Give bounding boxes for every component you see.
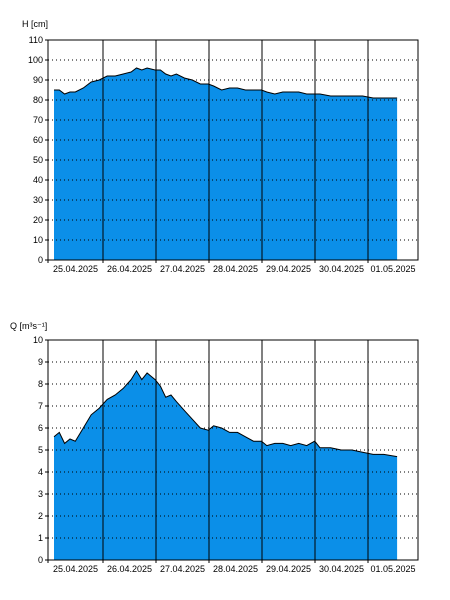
x-tick-label: 26.04.2025	[107, 564, 152, 574]
x-tick-label: 26.04.2025	[107, 264, 152, 274]
series-area	[54, 370, 398, 560]
x-tick-label: 25.04.2025	[53, 264, 98, 274]
y-tick-label: 6	[38, 423, 43, 433]
y-tick-label: 4	[38, 467, 43, 477]
y-tick-label: 50	[33, 155, 43, 165]
y-tick-label: 90	[33, 75, 43, 85]
y-tick-label: 10	[33, 335, 43, 345]
plot-frame	[47, 339, 419, 561]
y-tick-label: 0	[38, 555, 43, 565]
x-tick-label: 29.04.2025	[266, 564, 311, 574]
y-tick-label: 40	[33, 175, 43, 185]
y-tick-label: 80	[33, 95, 43, 105]
y-tick-label: 100	[28, 55, 43, 65]
y-tick-label: 110	[29, 35, 43, 45]
x-tick-label: 30.04.2025	[319, 264, 364, 274]
x-tick-label: 25.04.2025	[53, 564, 98, 574]
h-axis-label: H [cm]	[22, 19, 48, 29]
y-tick-label: 70	[33, 115, 43, 125]
y-tick-label: 5	[38, 445, 43, 455]
y-tick-label: 30	[33, 195, 43, 205]
x-tick-label: 01.05.2025	[370, 264, 415, 274]
x-tick-label: 27.04.2025	[160, 264, 205, 274]
y-tick-label: 10	[33, 235, 43, 245]
y-tick-label: 1	[38, 533, 43, 543]
x-tick-label: 01.05.2025	[370, 564, 415, 574]
discharge-plot: 0 1 2 3 4 5 6 7 8 9 10 25.04.2025 26.04.2025 27.04.20…	[33, 335, 419, 574]
x-tick-label: 30.04.2025	[319, 564, 364, 574]
water-level-chart: H [cm] 0 10 20 30 40 50 60 70 80 90 100 110 25.04.20…	[22, 19, 419, 274]
y-tick-label: 60	[33, 135, 43, 145]
water-level-plot: 0 10 20 30 40 50 60 70 80 90 100 110 25.04.2025 26.04…	[28, 35, 419, 274]
q-axis-label: Q [m³s⁻¹]	[10, 321, 47, 331]
y-tick-label: 7	[38, 401, 43, 411]
x-tick-label: 27.04.2025	[160, 564, 205, 574]
x-tick-label: 28.04.2025	[213, 264, 258, 274]
plot-frame	[47, 39, 419, 261]
y-tick-label: 3	[38, 489, 43, 499]
x-tick-label: 29.04.2025	[266, 264, 311, 274]
y-tick-label: 20	[33, 215, 43, 225]
y-tick-label: 8	[38, 379, 43, 389]
series-area	[54, 68, 398, 260]
y-tick-label: 0	[38, 255, 43, 265]
y-tick-label: 2	[38, 511, 43, 521]
x-tick-label: 28.04.2025	[213, 564, 258, 574]
y-tick-label: 9	[38, 357, 43, 367]
discharge-chart: Q [m³s⁻¹] 0 1 2 3 4 5 6 7 8 9 10 25.04.2025 26.04.20…	[10, 321, 419, 574]
